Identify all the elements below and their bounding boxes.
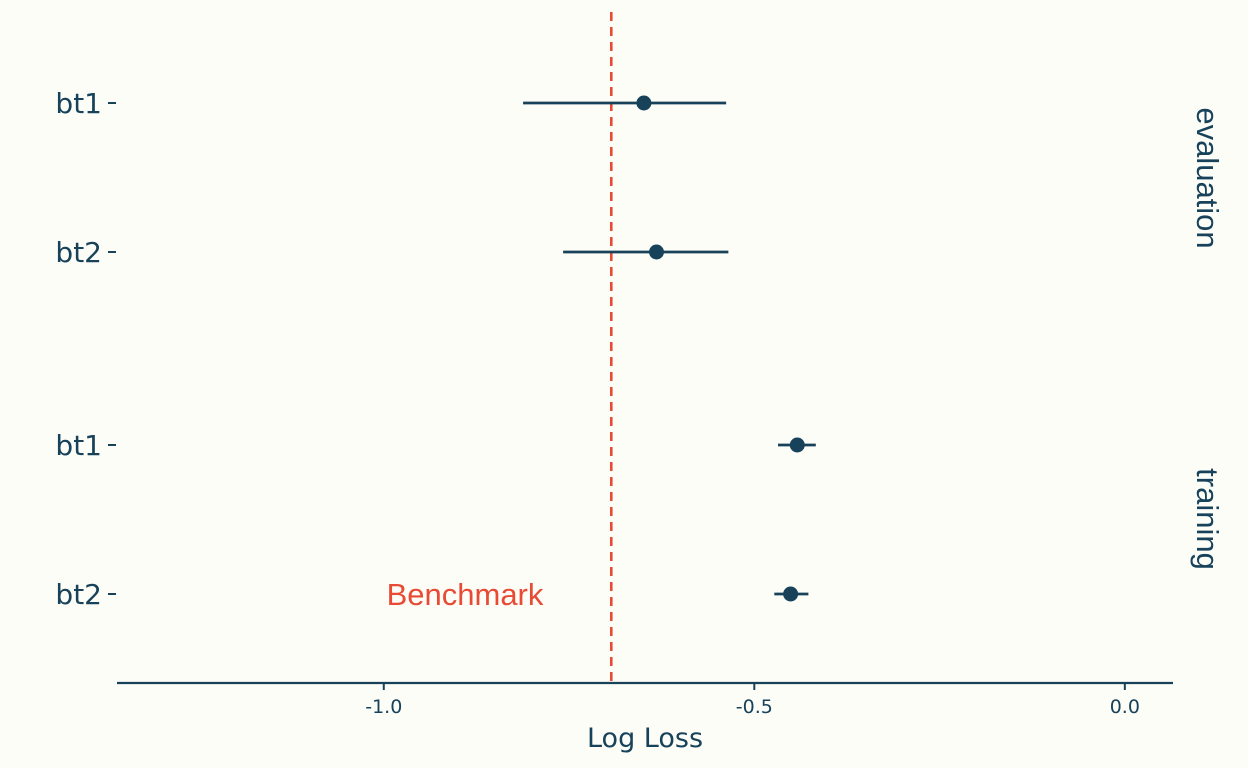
y-tick-label: bt2 <box>55 236 102 269</box>
benchmark-label: Benchmark <box>387 577 544 612</box>
y-tick-label: bt1 <box>55 87 102 120</box>
data-point <box>783 586 799 602</box>
data-point <box>648 244 664 260</box>
facet-label: training <box>1190 468 1225 570</box>
x-tick-label: 0.0 <box>1110 696 1140 718</box>
facet-label: evaluation <box>1190 107 1225 248</box>
x-axis-title: Log Loss <box>587 723 703 754</box>
x-tick-label: -0.5 <box>736 696 773 718</box>
y-tick-label: bt1 <box>55 429 102 462</box>
data-point <box>789 437 805 453</box>
data-point <box>636 95 652 111</box>
y-tick-label: bt2 <box>55 578 102 611</box>
x-tick-label: -1.0 <box>365 696 402 718</box>
